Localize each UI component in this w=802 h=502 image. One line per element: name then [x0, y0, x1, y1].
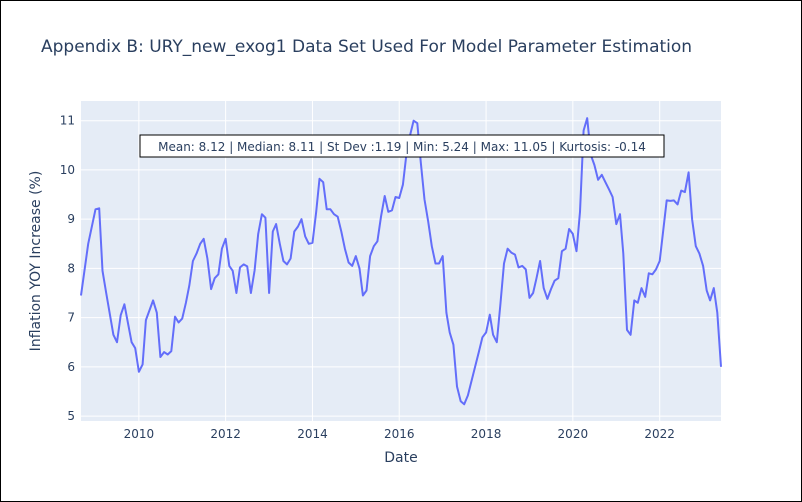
y-tick-labels: 5 6 7 8 9 10 11	[60, 114, 75, 423]
x-tick-label: 2020	[558, 427, 589, 441]
y-tick-label: 9	[67, 212, 75, 226]
y-gridlines	[81, 120, 721, 417]
x-tick-labels: 2010 2012 2014 2016 2018 2020 2022	[124, 427, 675, 441]
y-tick-label: 5	[67, 409, 75, 423]
y-tick-label: 10	[60, 163, 75, 177]
y-tick-label: 8	[67, 261, 75, 275]
x-tick-label: 2012	[210, 427, 241, 441]
y-tick-label: 7	[67, 311, 75, 325]
y-tick-label: 11	[60, 114, 75, 128]
y-axis-title: Inflation YOY Increase (%)	[28, 171, 44, 352]
x-axis-title: Date	[384, 450, 417, 466]
stats-annotation-box	[139, 134, 665, 158]
x-tick-label: 2022	[644, 427, 675, 441]
x-tick-label: 2016	[384, 427, 415, 441]
chart-title: Appendix B: URY_new_exog1 Data Set Used …	[41, 37, 692, 57]
x-tick-label: 2018	[471, 427, 502, 441]
y-tick-label: 6	[67, 360, 75, 374]
stats-annotation: Mean: 8.12 | Median: 8.11 | St Dev :1.19…	[158, 140, 646, 154]
x-tick-label: 2014	[297, 427, 328, 441]
x-tick-label: 2010	[124, 427, 155, 441]
